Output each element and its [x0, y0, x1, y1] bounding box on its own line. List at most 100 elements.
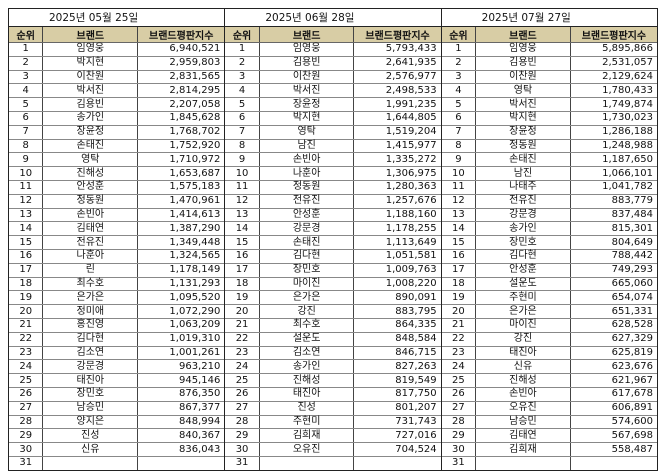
- brand-cell: 마이진: [475, 318, 571, 333]
- score-cell: 654,074: [570, 290, 657, 306]
- brand-cell: 임영웅: [42, 42, 139, 57]
- table-row: 7 장윤정 1,286,188: [441, 125, 657, 140]
- table-row: 14 김태연 1,387,290: [9, 221, 225, 237]
- brand-cell: 정미애: [42, 304, 139, 319]
- table-row: 2 박지현 2,959,803: [9, 56, 225, 71]
- rank-cell: 29: [225, 428, 260, 444]
- brand-cell: 김태연: [475, 428, 571, 444]
- score-cell: 827,263: [353, 359, 441, 375]
- brand-cell: 강문경: [42, 359, 139, 375]
- brand-cell: 영탁: [42, 152, 139, 168]
- brand-cell: 장윤정: [259, 97, 355, 112]
- rank-cell: 11: [441, 180, 477, 195]
- table-row: 21 최수호 864,335: [225, 318, 441, 333]
- score-cell: 704,524: [353, 442, 441, 457]
- score-cell: 2,576,977: [353, 70, 441, 85]
- rank-cell: 11: [225, 180, 260, 195]
- table-row: 24 강문경 963,210: [9, 359, 225, 375]
- score-cell: 1,001,261: [137, 346, 225, 361]
- ranking-table: 2025년 06월 28일 순위 브랜드 브랜드평판지수 1 임영웅 5,793,433 2 김…: [225, 9, 441, 470]
- rank-cell: 14: [225, 221, 260, 237]
- table-row: 19 주현미 654,074: [441, 290, 657, 306]
- rank-cell: 3: [9, 70, 44, 85]
- brand-cell: [42, 456, 139, 470]
- rank-cell: 18: [9, 277, 44, 292]
- rank-cell: 18: [225, 277, 260, 292]
- table-row: 25 태진아 945,146: [9, 373, 225, 388]
- brand-cell: 설운도: [475, 277, 571, 292]
- score-cell: 1,349,448: [137, 235, 225, 250]
- brand-cell: 전유진: [475, 194, 571, 209]
- brand-cell: 나훈아: [259, 166, 355, 181]
- table-row: 27 남승민 867,377: [9, 401, 225, 416]
- score-cell: 1,248,988: [570, 139, 657, 154]
- rank-cell: 21: [441, 318, 477, 333]
- brand-cell: 은가은: [42, 290, 139, 306]
- score-cell: 651,331: [570, 304, 657, 319]
- rank-cell: 21: [9, 318, 44, 333]
- rank-cell: 20: [9, 304, 44, 319]
- score-cell: 1,041,782: [570, 180, 657, 195]
- score-cell: [138, 456, 225, 469]
- score-cell: 867,377: [137, 401, 225, 416]
- table-row: 22 김다현 1,019,310: [9, 332, 225, 347]
- brand-cell: 영탁: [475, 83, 571, 99]
- brand-cell: 주현미: [475, 290, 571, 306]
- table-row: 30 김희재 558,487: [441, 442, 657, 457]
- rank-cell: 26: [441, 387, 477, 402]
- score-cell: 848,994: [137, 415, 225, 430]
- score-cell: 1,575,183: [137, 180, 225, 195]
- header-brand: 브랜드: [259, 26, 355, 43]
- table-row: 29 진성 840,367: [9, 428, 225, 444]
- brand-cell: 정동원: [42, 194, 139, 209]
- table-row: 31: [225, 456, 440, 470]
- table-row: 1 임영웅 5,895,866: [441, 42, 657, 57]
- brand-cell: 김다현: [475, 249, 571, 264]
- brand-cell: 손빈아: [475, 387, 571, 402]
- brand-cell: 최수호: [259, 318, 355, 333]
- table-row: 31: [441, 456, 657, 470]
- rank-cell: 15: [225, 235, 260, 250]
- brand-cell: 임영웅: [475, 42, 571, 57]
- brand-cell: 은가은: [475, 304, 571, 319]
- score-cell: 1,178,149: [137, 263, 225, 278]
- score-cell: 1,051,581: [353, 249, 441, 264]
- rank-cell: 29: [9, 428, 44, 444]
- rank-cell: 16: [225, 249, 260, 264]
- score-cell: 840,367: [137, 428, 225, 444]
- brand-cell: 진성: [259, 401, 355, 416]
- rank-cell: 2: [441, 56, 477, 71]
- score-cell: 848,584: [353, 332, 441, 347]
- rank-cell: 10: [9, 166, 44, 181]
- table-row: 15 손태진 1,113,649: [225, 235, 441, 250]
- table-row: 4 영탁 1,780,433: [441, 83, 657, 99]
- score-cell: 883,795: [353, 304, 441, 319]
- table-row: 28 주현미 731,743: [225, 415, 441, 430]
- score-cell: 864,335: [353, 318, 441, 333]
- brand-cell: 신유: [42, 442, 139, 457]
- table-row: 19 은가은 890,091: [225, 290, 441, 306]
- rank-cell: 28: [441, 415, 477, 430]
- rank-cell: 5: [9, 97, 44, 112]
- table-row: 21 홍진영 1,063,209: [9, 318, 225, 333]
- score-cell: 2,207,058: [137, 97, 225, 112]
- brand-cell: 장민호: [42, 387, 139, 402]
- table-row: 15 전유진 1,349,448: [9, 235, 225, 250]
- brand-cell: 정동원: [259, 180, 355, 195]
- score-cell: 836,043: [137, 442, 225, 457]
- score-cell: 890,091: [353, 290, 441, 306]
- rank-cell: 13: [225, 208, 260, 223]
- rank-cell: 22: [9, 332, 44, 347]
- rank-cell: 17: [9, 263, 44, 278]
- score-cell: [570, 456, 657, 469]
- brand-cell: 강문경: [259, 221, 355, 237]
- score-cell: 819,549: [353, 373, 441, 388]
- brand-cell: 장민호: [259, 263, 355, 278]
- rank-cell: 4: [441, 83, 477, 99]
- score-cell: 1,470,961: [137, 194, 225, 209]
- rank-cell: 25: [9, 373, 44, 388]
- table-row: 10 남진 1,066,101: [441, 166, 657, 181]
- brand-cell: 안성훈: [42, 180, 139, 195]
- rank-cell: 14: [441, 221, 477, 237]
- brand-cell: 강진: [259, 304, 355, 319]
